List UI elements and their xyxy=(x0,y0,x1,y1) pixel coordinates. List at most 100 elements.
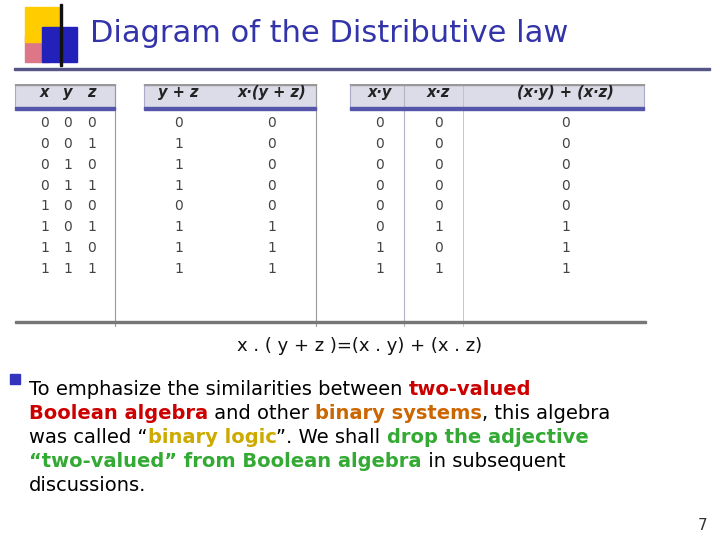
Text: 1: 1 xyxy=(375,262,384,276)
Text: 1: 1 xyxy=(562,220,570,234)
Bar xyxy=(145,107,316,110)
Text: 0: 0 xyxy=(40,158,49,172)
Text: 1: 1 xyxy=(267,220,276,234)
Text: two-valued: two-valued xyxy=(409,380,531,399)
Text: 0: 0 xyxy=(267,137,276,151)
Text: 1: 1 xyxy=(87,179,96,193)
Text: 0: 0 xyxy=(267,158,276,172)
Bar xyxy=(15,83,115,85)
Text: 1: 1 xyxy=(434,220,443,234)
Text: 0: 0 xyxy=(375,137,384,151)
Text: 1: 1 xyxy=(174,241,183,255)
Text: Boolean algebra: Boolean algebra xyxy=(29,403,208,422)
Text: binary systems: binary systems xyxy=(315,403,482,422)
Text: 1: 1 xyxy=(87,262,96,276)
Text: 0: 0 xyxy=(562,199,570,213)
Text: To emphasize the similarities between: To emphasize the similarities between xyxy=(29,380,409,399)
Text: 1: 1 xyxy=(87,220,96,234)
Text: 1: 1 xyxy=(40,199,49,213)
Text: 0: 0 xyxy=(375,199,384,213)
Text: 0: 0 xyxy=(87,158,96,172)
Text: 0: 0 xyxy=(434,241,443,255)
Text: 1: 1 xyxy=(375,241,384,255)
Text: 1: 1 xyxy=(63,262,73,276)
Text: y: y xyxy=(63,85,73,100)
Bar xyxy=(42,27,77,62)
Text: 1: 1 xyxy=(40,220,49,234)
Text: 0: 0 xyxy=(434,179,443,193)
Bar xyxy=(25,7,60,42)
Text: 0: 0 xyxy=(40,179,49,193)
Text: drop the adjective: drop the adjective xyxy=(387,428,588,447)
Bar xyxy=(350,107,644,110)
Text: 0: 0 xyxy=(174,199,183,213)
Bar xyxy=(10,374,20,383)
Text: 0: 0 xyxy=(87,241,96,255)
Text: 0: 0 xyxy=(562,137,570,151)
Bar xyxy=(15,321,646,323)
Text: Diagram of the Distributive law: Diagram of the Distributive law xyxy=(90,19,568,49)
Text: 0: 0 xyxy=(63,220,72,234)
Text: x·z: x·z xyxy=(427,85,450,100)
Text: 0: 0 xyxy=(40,116,49,130)
Text: 1: 1 xyxy=(562,241,570,255)
Text: 0: 0 xyxy=(267,116,276,130)
Text: 1: 1 xyxy=(174,220,183,234)
Bar xyxy=(350,83,644,85)
Bar xyxy=(145,83,316,85)
Text: 1: 1 xyxy=(40,241,49,255)
Text: 0: 0 xyxy=(267,199,276,213)
Text: 0: 0 xyxy=(562,116,570,130)
Bar xyxy=(14,68,710,70)
Bar xyxy=(15,85,115,108)
Text: x·y: x·y xyxy=(367,85,392,100)
Text: 1: 1 xyxy=(434,262,443,276)
Text: 1: 1 xyxy=(562,262,570,276)
Text: 0: 0 xyxy=(63,137,72,151)
Text: was called “: was called “ xyxy=(29,428,148,447)
Text: 0: 0 xyxy=(375,158,384,172)
Text: 0: 0 xyxy=(63,199,72,213)
Text: 1: 1 xyxy=(267,241,276,255)
Text: ”. We shall: ”. We shall xyxy=(276,428,387,447)
Text: 0: 0 xyxy=(87,199,96,213)
Text: 0: 0 xyxy=(375,116,384,130)
Text: 0: 0 xyxy=(87,116,96,130)
Text: 1: 1 xyxy=(40,262,49,276)
Bar xyxy=(15,107,115,110)
Text: binary logic: binary logic xyxy=(148,428,276,447)
Text: 0: 0 xyxy=(174,116,183,130)
Text: and other: and other xyxy=(208,403,315,422)
Text: in subsequent: in subsequent xyxy=(422,451,565,470)
Text: discussions.: discussions. xyxy=(29,476,146,495)
Text: x: x xyxy=(40,85,49,100)
Text: 1: 1 xyxy=(63,158,73,172)
Text: x·(y + z): x·(y + z) xyxy=(238,85,306,100)
Text: 0: 0 xyxy=(434,158,443,172)
Text: 1: 1 xyxy=(174,262,183,276)
Text: 1: 1 xyxy=(267,262,276,276)
Text: 0: 0 xyxy=(434,137,443,151)
Text: 1: 1 xyxy=(174,137,183,151)
Bar xyxy=(350,85,644,108)
Text: x . ( y + z )=(x . y) + (x . z): x . ( y + z )=(x . y) + (x . z) xyxy=(238,336,482,355)
Text: 1: 1 xyxy=(174,179,183,193)
Text: 1: 1 xyxy=(63,179,73,193)
Text: 0: 0 xyxy=(562,179,570,193)
Text: 0: 0 xyxy=(40,137,49,151)
Text: 0: 0 xyxy=(562,158,570,172)
Text: y + z: y + z xyxy=(158,85,199,100)
Text: 0: 0 xyxy=(375,179,384,193)
Text: “two-valued” from Boolean algebra: “two-valued” from Boolean algebra xyxy=(29,451,422,470)
Text: 0: 0 xyxy=(267,179,276,193)
Text: (x·y) + (x·z): (x·y) + (x·z) xyxy=(518,85,614,100)
Text: 1: 1 xyxy=(174,158,183,172)
Text: 7: 7 xyxy=(698,518,708,532)
Text: 1: 1 xyxy=(87,137,96,151)
Bar xyxy=(145,85,316,108)
Text: 0: 0 xyxy=(63,116,72,130)
Bar xyxy=(25,36,49,62)
Text: , this algebra: , this algebra xyxy=(482,403,611,422)
Text: 0: 0 xyxy=(434,116,443,130)
Text: 0: 0 xyxy=(434,199,443,213)
